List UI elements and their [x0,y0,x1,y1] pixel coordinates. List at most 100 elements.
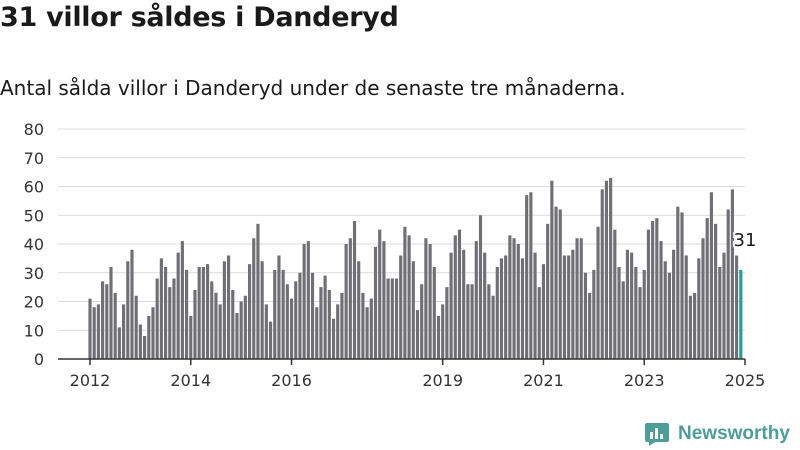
bar [466,284,470,359]
bar [495,267,499,359]
bar [693,292,697,359]
bar [470,284,474,359]
bar [151,307,155,359]
y-axis-tick-labels: 0 10 20 30 40 50 60 70 80 [24,120,44,369]
bar [319,287,323,359]
bar [541,264,546,359]
bar [117,327,121,359]
bar [630,252,634,359]
bar [474,241,478,359]
bar [315,307,319,359]
y-tick-label: 70 [24,149,44,168]
bar [205,264,210,359]
bar [638,287,642,359]
bar [277,255,281,359]
bar [285,284,289,359]
bar [659,241,663,359]
bar [281,269,285,359]
bar [684,255,688,359]
bar [407,235,411,359]
bar [218,304,222,359]
bar [575,238,579,359]
bar [197,267,201,359]
bar [453,235,457,359]
bar [239,301,243,359]
bar [373,246,378,359]
y-tick-label: 0 [34,350,44,369]
bar [462,249,466,359]
bar [336,304,340,359]
bar [101,281,105,359]
bar [357,261,361,359]
bar [184,269,189,359]
bar [243,295,247,359]
bar [109,267,113,359]
bar [609,177,613,359]
bar [331,318,336,359]
bar [487,284,491,359]
bar [247,264,252,359]
bar [735,255,739,359]
bar [340,292,344,359]
highlight-bar [739,269,743,359]
bar [88,298,92,359]
bar [415,310,420,359]
bar [441,304,445,359]
bar [676,206,680,359]
bar [323,275,327,359]
bar [613,229,617,359]
bar [92,307,96,359]
y-tick-label: 20 [24,293,44,312]
bar [516,244,520,359]
bar [705,218,709,359]
x-tick-label: 2016 [271,371,312,390]
bar [646,229,651,359]
bar [138,324,142,359]
bar [709,192,713,359]
bar [504,255,508,359]
bar [411,261,415,359]
bar [680,212,684,359]
bar [722,252,726,359]
x-tick-label: 2019 [422,371,463,390]
bar [604,180,609,359]
x-tick-label: 2014 [170,371,211,390]
bar [449,252,453,359]
bar [508,235,512,359]
bar [176,252,180,359]
bar [520,258,525,359]
bar [617,267,621,359]
bar [306,241,310,359]
bar [483,252,487,359]
bar [260,261,264,359]
bar [432,267,436,359]
bar [697,258,701,359]
bar [134,295,138,359]
bar [554,206,558,359]
bar [512,238,516,359]
bar [436,315,441,359]
bar [172,278,176,359]
bar [252,238,256,359]
bar [663,261,667,359]
bar [726,209,730,359]
x-tick-label: 2012 [70,371,111,390]
x-tick-label: 2023 [624,371,665,390]
bar [718,267,722,359]
bar [672,249,676,359]
bar [600,189,604,359]
bar [348,238,352,359]
highlight-annotation: 31 [732,228,759,253]
bar [365,307,369,359]
bar [499,258,504,359]
bar [256,223,260,359]
bar [562,255,567,359]
bar [667,272,671,359]
bars [88,177,743,359]
x-tick-label: 2025 [725,371,766,390]
chart-subtitle: Antal sålda villor i Danderyd under de s… [0,76,626,100]
y-tick-label: 10 [24,321,44,340]
bar [159,258,163,359]
bar [714,223,718,359]
